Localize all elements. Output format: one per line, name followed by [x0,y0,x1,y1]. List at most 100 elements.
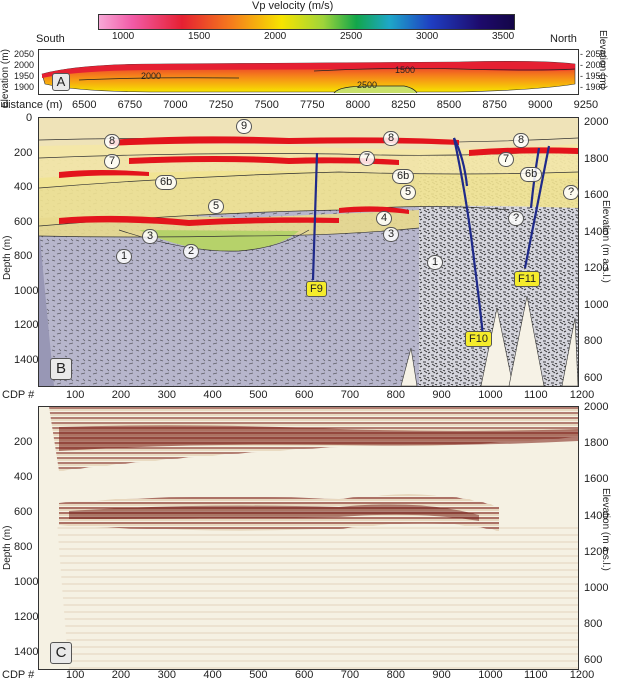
elevation-tick: 1200 [584,545,609,558]
cdp-tick: 1000 [478,669,503,681]
cdp-tick: 1100 [524,389,548,401]
cdp-tick: 1000 [478,389,503,401]
depth-tick: 400 [14,181,33,193]
depth-tick: 600 [14,215,33,228]
distance-tick: 7500 [254,99,279,111]
cdp-tick: 200 [111,669,131,681]
cdp-tick: 300 [157,669,176,681]
panel-c-depth-label: Depth (m) [2,525,13,570]
geologic-unit-label: 1 [427,255,444,270]
cdp-tick: 700 [340,389,360,401]
depth-tick: 800 [14,541,33,553]
geologic-unit-label: 3 [383,227,400,242]
panel-c-letter: C [50,642,72,664]
distance-tick: 8000 [345,99,371,111]
velocity-model-svg [41,61,576,94]
cdp-tick: 500 [249,669,268,681]
elevation-tick: - 1900 [580,82,606,92]
geologic-unit-label: 7 [498,152,515,167]
elevation-tick: 1400 [584,225,609,238]
depth-tick: 1400 [14,646,39,658]
distance-tick: 8750 [482,99,507,111]
depth-tick: 0 [26,112,33,124]
contour-label-2500: 2500 [357,80,378,90]
elevation-tick: 800 [584,335,603,347]
geologic-unit-label: 3 [142,229,159,244]
seismic-section-svg [39,407,578,669]
elevation-tick: 1000 [584,298,609,311]
geologic-unit-label: ? [508,211,525,226]
elevation-tick: - 1950 [580,71,606,81]
geologic-unit-label: 8 [104,134,121,149]
geologic-unit-label: 5 [208,199,225,214]
elevation-tick: 2000 [14,60,35,70]
distance-tick: 7250 [208,99,234,111]
fault-label: F11 [514,271,541,287]
panel-a-letter: A [52,73,70,91]
elevation-tick: 2000 [584,401,609,413]
colorbar-tick: 3000 [416,31,439,42]
elevation-tick: 800 [584,618,603,631]
panel-b-depth-label: Depth (m) [2,235,13,280]
fault-label: F10 [465,331,492,347]
cdp-tick: 200 [111,389,131,401]
geologic-unit-label: 7 [104,154,121,169]
geologic-unit-label: 2 [183,244,200,259]
cdp-tick: 100 [66,669,85,681]
elevation-tick: 1900 [14,82,35,92]
distance-tick: 8500 [436,99,462,111]
cdp-tick: 400 [203,389,222,401]
cdp-tick: 900 [432,669,451,681]
contour-label-1500: 1500 [395,65,416,75]
cdp-axis-label-b: CDP # [2,389,35,401]
geologic-unit-label: 6b [520,167,543,182]
depth-tick: 200 [14,146,33,159]
cdp-tick: 100 [66,389,85,401]
geologic-unit-label: 8 [383,131,400,146]
cdp-tick: 1100 [524,669,548,681]
depth-tick: 400 [14,471,33,483]
elevation-tick: - 2000 [580,60,606,70]
distance-tick: 6500 [72,99,97,111]
cdp-tick: 600 [295,389,314,401]
distance-tick: 7750 [300,99,325,111]
cdp-tick: 1200 [569,669,595,681]
cdp-tick: 900 [432,389,451,401]
colorbar [98,14,515,30]
cdp-tick: 300 [157,389,176,401]
geologic-unit-label: 4 [376,211,393,226]
elevation-tick: 1200 [584,262,609,274]
elevation-tick: 1000 [584,582,609,594]
distance-tick: 9000 [528,99,553,111]
depth-tick: 200 [14,436,33,448]
cdp-tick: 400 [203,669,222,681]
depth-tick: 1000 [14,576,39,588]
colorbar-tick: 2000 [264,31,287,42]
colorbar-tick: 3500 [492,31,515,42]
colorbar-tick: 1000 [112,31,135,42]
cdp-tick: 800 [386,669,405,681]
depth-tick: 1400 [14,353,39,366]
geologic-unit-label: 6b [392,169,415,184]
elevation-tick: 1800 [584,152,609,165]
geologic-unit-label: 7 [359,151,376,166]
elevation-tick: - 2050 [580,49,606,59]
depth-tick: 1000 [14,284,39,297]
elevation-tick: 1950 [14,71,35,81]
colorbar-title: Vp velocity (m/s) [252,0,334,12]
distance-tick: 8250 [391,99,416,111]
cdp-tick: 500 [249,389,268,401]
depth-tick: 1200 [14,319,39,331]
fault-label: F9 [306,281,327,297]
geologic-unit-label: 1 [116,249,133,264]
distance-tick: 6750 [117,99,143,111]
cdp-tick: 1200 [569,389,595,401]
distance-tick: 9250 [573,99,599,111]
geologic-unit-label: ? [563,185,580,200]
elevation-tick: 1800 [584,437,609,450]
depth-tick: 600 [14,506,33,518]
panel-c-elev-label: Elevation (m a.s.l.) [600,488,611,571]
north-label: North [550,33,577,45]
depth-tick: 1200 [14,611,39,623]
elevation-tick: 600 [584,371,603,384]
